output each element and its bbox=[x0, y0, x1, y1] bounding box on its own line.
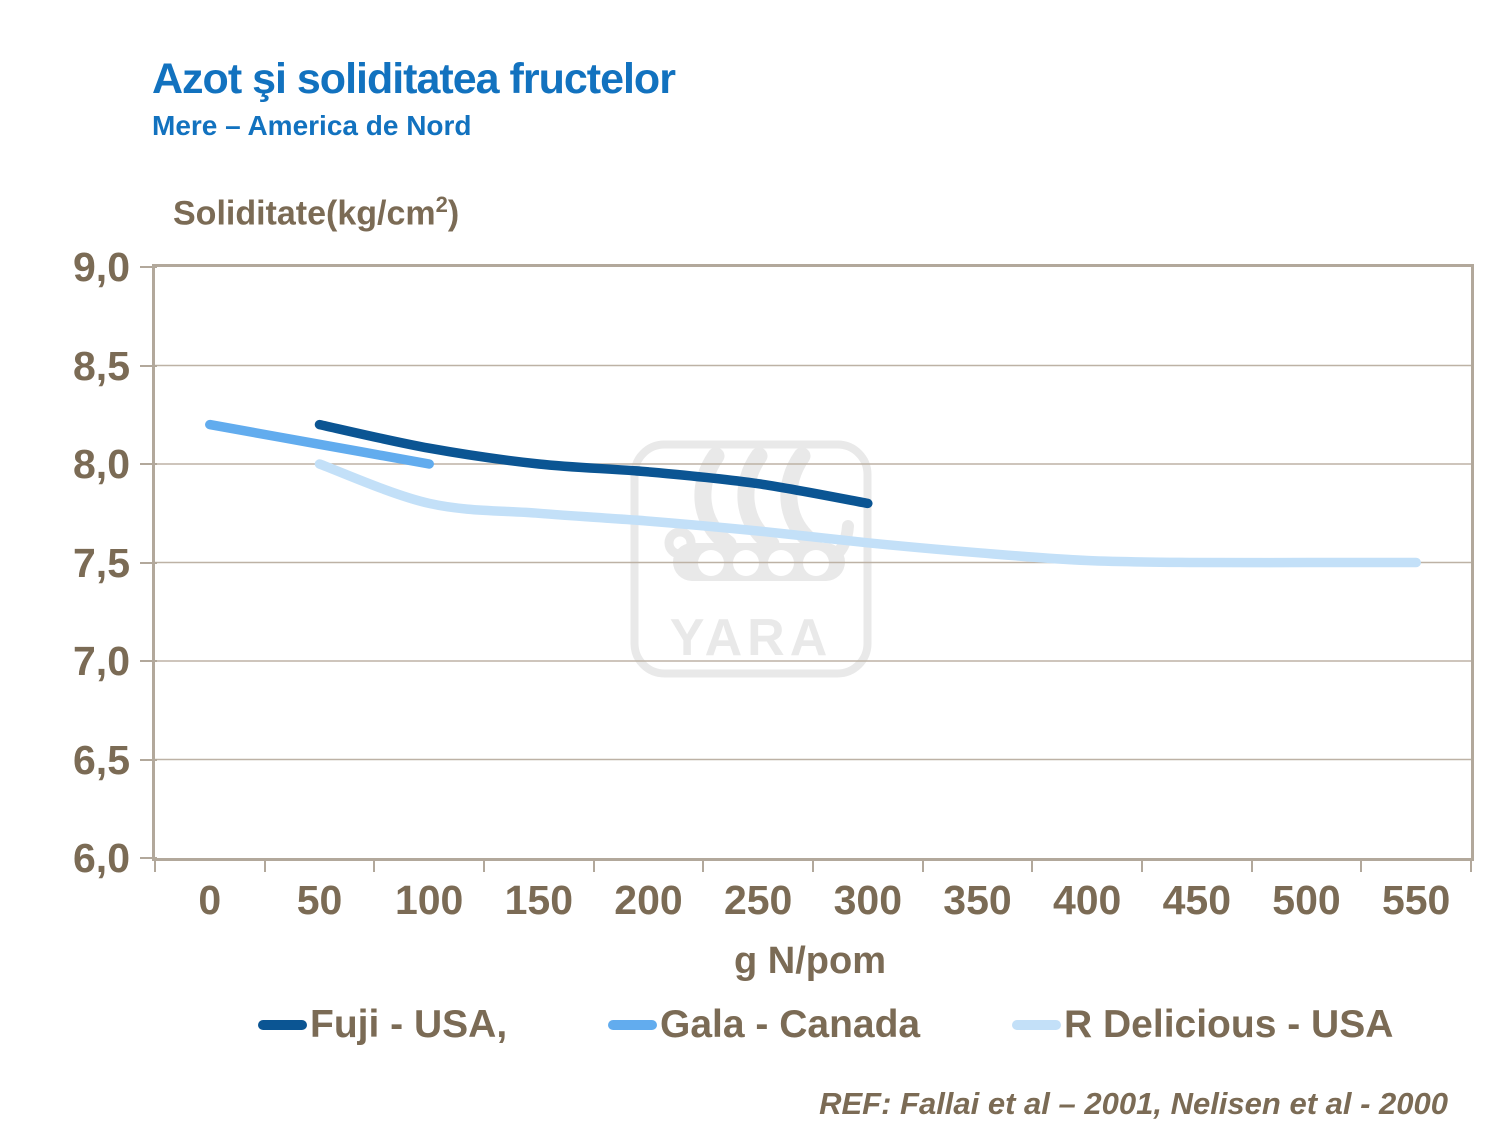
legend-swatch-fuji bbox=[258, 1020, 307, 1030]
x-tick-label: 550 bbox=[1381, 877, 1451, 923]
watermark-prow-icon bbox=[664, 527, 696, 559]
watermark-stern-icon bbox=[822, 520, 854, 566]
legend-item-gala: Gala - Canada bbox=[608, 1000, 920, 1050]
x-axis-title: g N/pom bbox=[734, 940, 886, 982]
y-axis-title: Soliditate(kg/cm2) bbox=[173, 192, 459, 233]
x-tick-label: 500 bbox=[1272, 877, 1341, 923]
x-tick-mark bbox=[1470, 861, 1472, 872]
x-tick-mark bbox=[921, 861, 924, 872]
x-tick-mark bbox=[1250, 861, 1253, 872]
x-tick-mark bbox=[702, 861, 705, 872]
y-tick-mark bbox=[140, 857, 157, 859]
x-tick-mark bbox=[154, 861, 156, 872]
reference-text: REF: Fallai et al – 2001, Nelisen et al … bbox=[819, 1086, 1448, 1121]
y-tick-label: 9,0 bbox=[73, 244, 130, 290]
series-line-2 bbox=[205, 419, 434, 469]
x-tick-label: 50 bbox=[296, 877, 343, 923]
y-tick-label: 6,5 bbox=[73, 736, 130, 783]
x-tick-mark bbox=[483, 861, 485, 872]
watermark-sail-icon bbox=[694, 447, 737, 553]
y-tick-label: 8,5 bbox=[73, 342, 130, 389]
y-axis-title-text: Soliditate(kg/cm bbox=[173, 194, 436, 233]
legend-item-rdelicious: R Delicious - USA bbox=[1012, 1000, 1393, 1050]
x-tick-mark bbox=[263, 861, 266, 872]
x-tick-label: 250 bbox=[723, 877, 793, 923]
x-tick-label: 400 bbox=[1052, 877, 1122, 923]
series-line-3 bbox=[314, 459, 1421, 568]
watermark-text: YARA bbox=[670, 609, 833, 667]
x-tick-label: 200 bbox=[614, 877, 683, 923]
y-axis-title-suffix: ) bbox=[447, 194, 460, 233]
legend-swatch-gala bbox=[608, 1020, 657, 1030]
x-tick-label: 100 bbox=[394, 877, 464, 923]
series-line-1 bbox=[314, 419, 873, 509]
y-axis-title-sup: 2 bbox=[435, 192, 448, 217]
x-tick-label: 150 bbox=[504, 877, 574, 923]
x-tick-label: 0 bbox=[198, 877, 222, 923]
y-tick-mark bbox=[140, 364, 157, 367]
plot-area: YARA bbox=[152, 264, 1474, 861]
watermark-frame bbox=[630, 440, 872, 678]
legend-label-fuji: Fuji - USA, bbox=[310, 1003, 508, 1046]
x-tick-mark bbox=[373, 861, 376, 872]
y-tick-mark bbox=[140, 266, 157, 268]
y-tick-mark bbox=[140, 463, 157, 465]
page-subtitle: Mere – America de Nord bbox=[152, 110, 472, 141]
page-title: Azot şi soliditatea fructelor bbox=[152, 55, 676, 103]
chart-canvas bbox=[155, 364, 1471, 761]
y-tick-label: 7,0 bbox=[73, 638, 130, 684]
x-tick-mark bbox=[812, 861, 814, 872]
legend-swatch-rdelicious bbox=[1012, 1020, 1061, 1030]
x-tick-mark bbox=[1141, 861, 1143, 872]
legend-item-fuji: Fuji - USA, bbox=[258, 1000, 507, 1050]
x-tick-label: 350 bbox=[943, 877, 1012, 923]
y-tick-label: 6,0 bbox=[73, 835, 130, 881]
x-tick-label: 450 bbox=[1162, 877, 1232, 923]
watermark-sail-icon bbox=[737, 447, 780, 553]
x-tick-mark bbox=[1031, 861, 1034, 872]
legend-label-gala: Gala - Canada bbox=[660, 1003, 921, 1046]
y-tick-mark bbox=[140, 758, 157, 761]
y-tick-label: 8,0 bbox=[73, 441, 130, 487]
y-tick-label: 7,5 bbox=[73, 539, 130, 586]
y-tick-mark bbox=[140, 561, 157, 564]
y-tick-mark bbox=[140, 660, 157, 662]
x-tick-label: 300 bbox=[833, 877, 903, 923]
legend-label-rdelicious: R Delicious - USA bbox=[1064, 1003, 1394, 1046]
x-tick-mark bbox=[592, 861, 595, 872]
x-tick-mark bbox=[1360, 861, 1363, 872]
